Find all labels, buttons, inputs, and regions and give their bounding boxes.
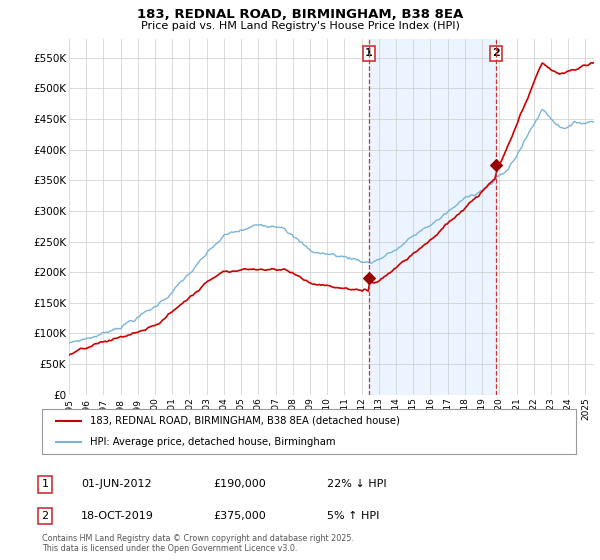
Text: HPI: Average price, detached house, Birmingham: HPI: Average price, detached house, Birm… — [90, 436, 335, 446]
Text: 18-OCT-2019: 18-OCT-2019 — [81, 511, 154, 521]
Text: Price paid vs. HM Land Registry's House Price Index (HPI): Price paid vs. HM Land Registry's House … — [140, 21, 460, 31]
Text: £375,000: £375,000 — [213, 511, 266, 521]
Text: 01-JUN-2012: 01-JUN-2012 — [81, 479, 152, 489]
Text: £190,000: £190,000 — [213, 479, 266, 489]
Point — [491, 160, 500, 169]
Text: 2: 2 — [492, 48, 500, 58]
Text: 183, REDNAL ROAD, BIRMINGHAM, B38 8EA: 183, REDNAL ROAD, BIRMINGHAM, B38 8EA — [137, 8, 463, 21]
FancyBboxPatch shape — [42, 409, 576, 454]
Bar — [369, 39, 496, 395]
Text: 183, REDNAL ROAD, BIRMINGHAM, B38 8EA (detached house): 183, REDNAL ROAD, BIRMINGHAM, B38 8EA (d… — [90, 416, 400, 426]
Text: 5% ↑ HPI: 5% ↑ HPI — [327, 511, 379, 521]
Text: Contains HM Land Registry data © Crown copyright and database right 2025.
This d: Contains HM Land Registry data © Crown c… — [42, 534, 354, 553]
Text: 22% ↓ HPI: 22% ↓ HPI — [327, 479, 386, 489]
Text: 1: 1 — [365, 48, 373, 58]
Text: 1: 1 — [41, 479, 49, 489]
Text: 2: 2 — [41, 511, 49, 521]
Point — [364, 274, 374, 283]
